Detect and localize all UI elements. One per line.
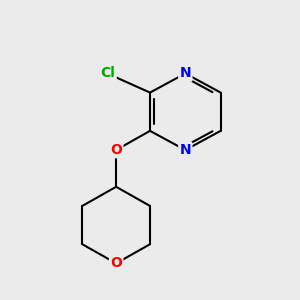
Text: O: O [110,256,122,270]
Text: Cl: Cl [100,66,115,80]
Text: N: N [179,143,191,157]
Text: N: N [179,66,191,80]
Text: O: O [110,143,122,157]
